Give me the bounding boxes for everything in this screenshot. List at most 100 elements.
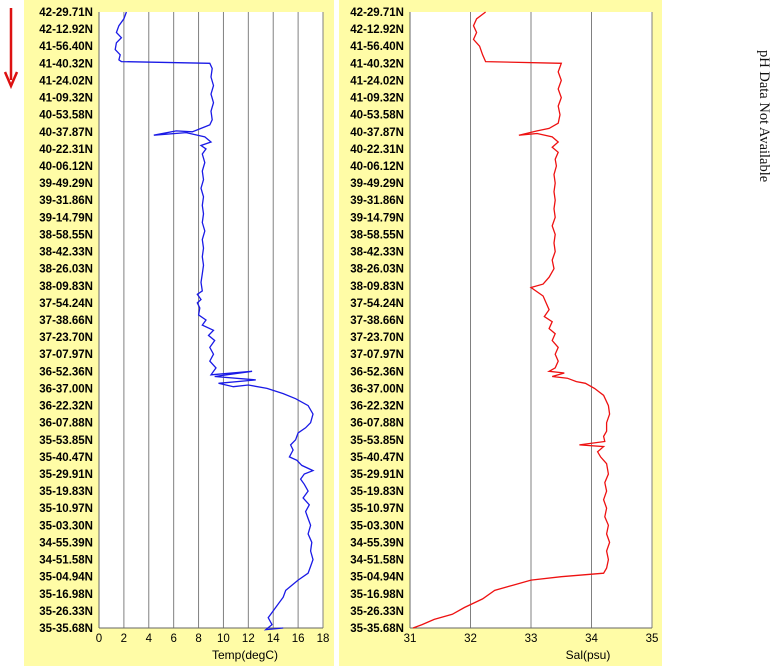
sal-latitude-label: 38-09.83N [350, 281, 404, 293]
sal-latitude-label: 35-29.91N [350, 469, 404, 481]
salinity-x-tick-labels: 31 32 33 34 35 [404, 633, 659, 645]
temp-latitude-label: 41-40.32N [39, 58, 93, 70]
sal-latitude-label: 40-53.58N [350, 110, 404, 122]
sal-latitude-label: 34-55.39N [350, 537, 404, 549]
sal-latitude-label: 39-14.79N [350, 212, 404, 224]
temp-x-tick-label: 4 [146, 633, 153, 645]
temperature-profile-line [114, 11, 315, 631]
temp-latitude-label: 40-06.12N [39, 161, 93, 173]
temp-latitude-label: 36-22.32N [39, 401, 93, 413]
temp-latitude-label: 41-09.32N [39, 93, 93, 105]
temp-latitude-label: 35-35.68N [39, 623, 93, 635]
temp-latitude-label: 35-03.30N [39, 520, 93, 532]
temp-latitude-label: 35-40.47N [39, 452, 93, 464]
temp-latitude-label: 41-24.02N [39, 75, 93, 87]
sal-latitude-label: 37-23.70N [350, 332, 404, 344]
temp-latitude-label: 37-54.24N [39, 298, 93, 310]
sal-latitude-label: 35-03.30N [350, 520, 404, 532]
temp-latitude-label: 37-07.97N [39, 349, 93, 361]
temperature-latitude-labels: 42-29.71N 42-12.92N 41-56.40N 41-40.32N 41-2… [39, 7, 93, 635]
temp-x-tick-label: 8 [195, 633, 201, 645]
temperature-x-axis-title: Temp(degC) [212, 648, 278, 662]
sal-latitude-label: 35-16.98N [350, 589, 404, 601]
sal-latitude-label: 39-31.86N [350, 195, 404, 207]
temp-latitude-label: 40-53.58N [39, 110, 93, 122]
sal-latitude-label: 37-07.97N [350, 349, 404, 361]
temp-latitude-label: 39-49.29N [39, 178, 93, 190]
sal-latitude-label: 36-07.88N [350, 418, 404, 430]
temp-latitude-label: 37-23.70N [39, 332, 93, 344]
sal-latitude-label: 40-06.12N [350, 161, 404, 173]
sal-latitude-label: 40-37.87N [350, 127, 404, 139]
down-arrow-icon [3, 8, 19, 90]
sal-latitude-label: 36-22.32N [350, 401, 404, 413]
temperature-plot-area [99, 12, 323, 628]
temp-latitude-label: 35-19.83N [39, 486, 93, 498]
sal-latitude-label: 38-42.33N [350, 247, 404, 259]
temp-x-tick-label: 6 [170, 633, 176, 645]
salinity-panel: 42-29.71N 42-12.92N 41-56.40N 41-40.32N 41-2… [339, 0, 662, 666]
temp-latitude-label: 36-07.88N [39, 418, 93, 430]
temp-latitude-label: 40-37.87N [39, 127, 93, 139]
temp-latitude-label: 34-55.39N [39, 537, 93, 549]
temp-latitude-label: 39-31.86N [39, 195, 93, 207]
temp-latitude-label: 38-58.55N [39, 229, 93, 241]
temp-latitude-label: 42-12.92N [39, 24, 93, 36]
sal-latitude-label: 42-12.92N [350, 24, 404, 36]
temp-latitude-label: 38-09.83N [39, 281, 93, 293]
temperature-grid [98, 12, 324, 629]
temp-x-tick-label: 16 [292, 633, 305, 645]
temp-x-tick-label: 12 [242, 633, 255, 645]
sal-latitude-label: 41-56.40N [350, 41, 404, 53]
temp-latitude-label: 40-22.31N [39, 144, 93, 156]
sal-latitude-label: 35-26.33N [350, 606, 404, 618]
sal-latitude-label: 35-40.47N [350, 452, 404, 464]
temp-latitude-label: 35-04.94N [39, 572, 93, 584]
temp-latitude-label: 38-26.03N [39, 264, 93, 276]
temp-latitude-label: 35-10.97N [39, 503, 93, 515]
sal-latitude-label: 35-04.94N [350, 572, 404, 584]
sal-x-tick-label: 32 [464, 633, 477, 645]
sal-latitude-label: 36-37.00N [350, 383, 404, 395]
temp-latitude-label: 35-29.91N [39, 469, 93, 481]
temp-latitude-label: 38-42.33N [39, 247, 93, 259]
sal-latitude-label: 38-58.55N [350, 229, 404, 241]
temp-x-tick-label: 14 [267, 633, 280, 645]
temp-latitude-label: 34-51.58N [39, 555, 93, 567]
temperature-panel: 42-29.71N 42-12.92N 41-56.40N 41-40.32N 41-2… [24, 0, 334, 666]
sal-latitude-label: 39-49.29N [350, 178, 404, 190]
salinity-latitude-labels: 42-29.71N 42-12.92N 41-56.40N 41-40.32N 41-2… [350, 7, 404, 635]
sal-latitude-label: 36-52.36N [350, 366, 404, 378]
temp-latitude-label: 41-56.40N [39, 41, 93, 53]
sal-latitude-label: 41-40.32N [350, 58, 404, 70]
sal-latitude-label: 38-26.03N [350, 264, 404, 276]
temp-latitude-label: 36-37.00N [39, 383, 93, 395]
temp-latitude-label: 35-26.33N [39, 606, 93, 618]
temp-x-tick-label: 18 [317, 633, 330, 645]
temp-latitude-label: 36-52.36N [39, 366, 93, 378]
sal-latitude-label: 42-29.71N [350, 7, 404, 19]
temp-latitude-label: 35-16.98N [39, 589, 93, 601]
sal-latitude-label: 41-09.32N [350, 93, 404, 105]
sal-latitude-label: 37-54.24N [350, 298, 404, 310]
sal-x-tick-label: 34 [585, 633, 598, 645]
temp-x-tick-label: 10 [217, 633, 230, 645]
sal-latitude-label: 37-38.66N [350, 315, 404, 327]
ph-unavailable-note: pH Data Not Available [752, 50, 776, 270]
sal-latitude-label: 35-35.68N [350, 623, 404, 635]
ph-unavailable-text: pH Data Not Available [756, 50, 772, 183]
temp-x-tick-label: 0 [96, 633, 102, 645]
sal-latitude-label: 35-10.97N [350, 503, 404, 515]
temp-x-tick-label: 2 [121, 633, 127, 645]
sal-latitude-label: 40-22.31N [350, 144, 404, 156]
temp-latitude-label: 37-38.66N [39, 315, 93, 327]
sal-x-tick-label: 33 [525, 633, 538, 645]
salinity-x-axis-title: Sal(psu) [566, 648, 611, 662]
salinity-profile-line [412, 11, 611, 629]
salinity-grid [409, 12, 653, 629]
temp-latitude-label: 35-53.85N [39, 435, 93, 447]
sal-latitude-label: 35-19.83N [350, 486, 404, 498]
sal-x-tick-label: 35 [646, 633, 659, 645]
sal-x-tick-label: 31 [404, 633, 417, 645]
